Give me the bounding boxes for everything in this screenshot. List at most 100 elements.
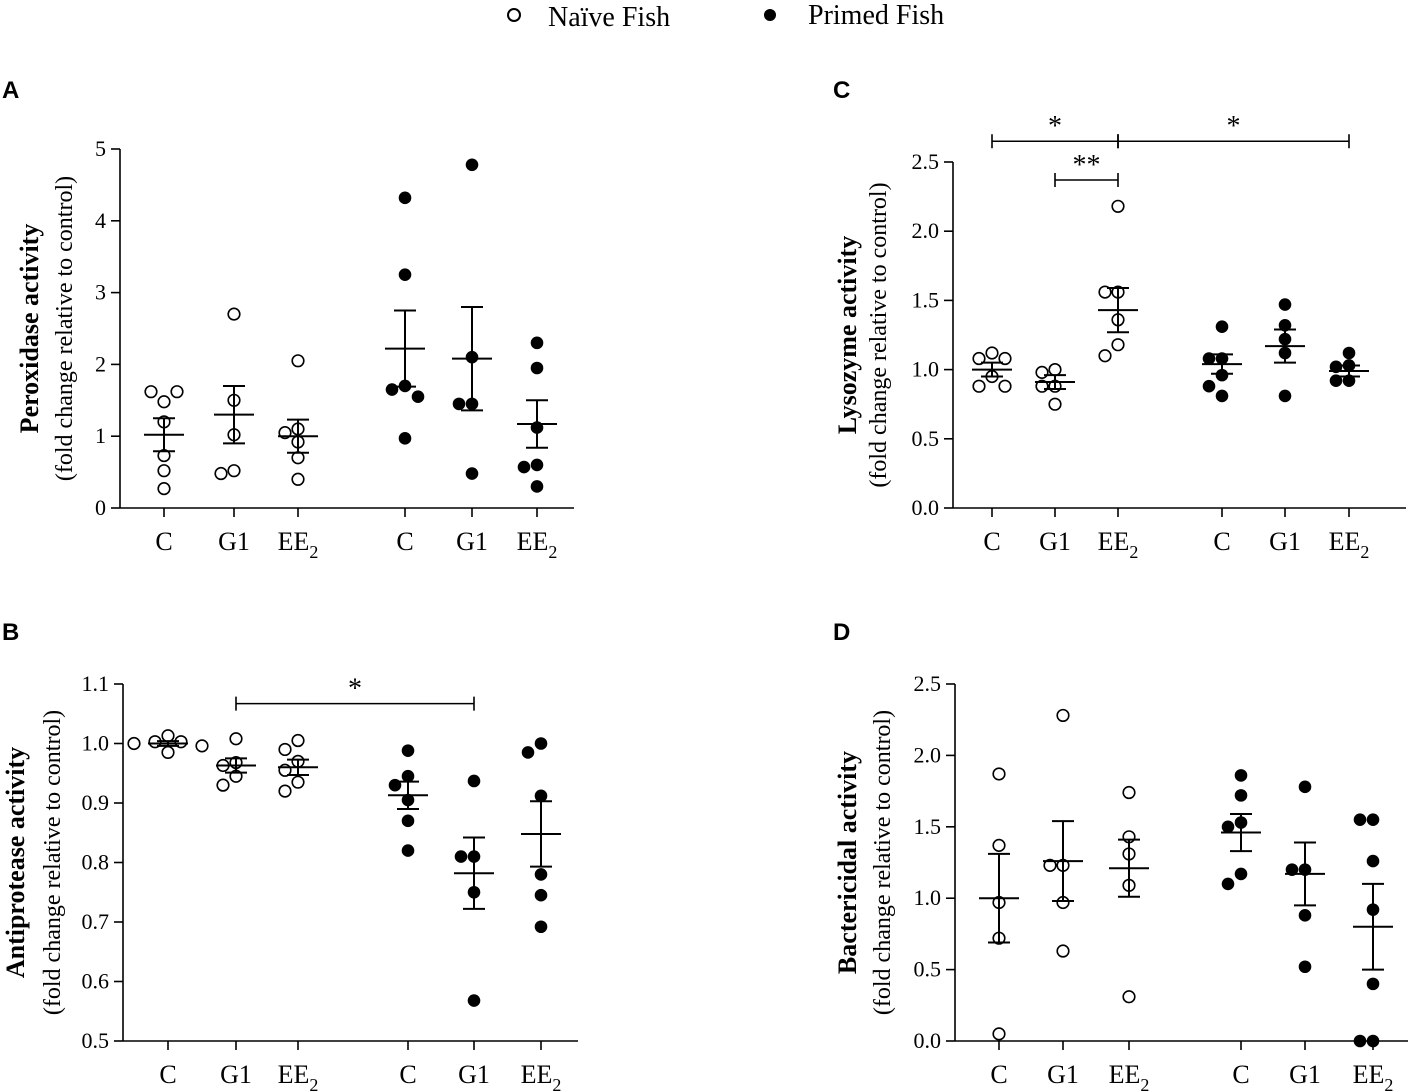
data-point-filled: [1298, 909, 1312, 922]
data-point-open: [1098, 285, 1112, 299]
y-tick-label: 1.0: [82, 731, 110, 756]
x-category-text: EE: [1353, 1060, 1385, 1089]
group-0: C: [144, 385, 184, 556]
y-tick-label: 0.9: [82, 790, 110, 815]
x-category-text: C: [983, 527, 1000, 556]
data-point-filled: [465, 467, 479, 480]
data-point-open: [195, 739, 209, 753]
data-point-open: [972, 379, 986, 393]
x-category-label: G1: [1039, 527, 1071, 556]
x-category-text: EE: [278, 1060, 310, 1089]
group-1: G1: [1043, 708, 1083, 1089]
x-category-label: G1: [458, 1060, 490, 1089]
group-3: C: [1202, 320, 1242, 556]
data-point-open: [216, 778, 230, 792]
data-point-open: [998, 351, 1012, 366]
legend-label-naive: Naïve Fish: [548, 2, 670, 33]
legend-open-marker: [507, 8, 521, 22]
y-tick-label: 1.0: [912, 357, 940, 382]
x-category-subscript: 2: [548, 542, 557, 562]
data-point-filled: [1221, 820, 1235, 834]
y-tick-label: 0.6: [82, 969, 110, 994]
panel-d: D 0.0 0.5 1.0 1.5 2.0 2.5 Bactericidal activity…: [833, 619, 1408, 1091]
group-1: G1: [1035, 363, 1075, 556]
legend-filled-marker: [764, 9, 776, 21]
significance-label: **: [1073, 150, 1101, 181]
y-tick-label: 1.0: [914, 885, 942, 910]
significance-bracket: *: [1117, 111, 1350, 149]
group-4: G1: [452, 158, 492, 556]
y-tick-label: 0: [95, 495, 106, 520]
data-point-open: [985, 346, 999, 360]
group-4: G1: [1265, 298, 1305, 556]
data-point-open: [291, 472, 305, 486]
significance-label: *: [348, 674, 362, 705]
x-category-text: G1: [1047, 1060, 1079, 1089]
panel-letter: D: [833, 619, 850, 646]
data-point-filled: [1298, 780, 1312, 794]
y-tick-label: 2.5: [914, 671, 942, 696]
data-point-open: [1048, 397, 1062, 411]
group-5: EE2: [517, 336, 557, 562]
x-category-text: C: [1213, 527, 1230, 556]
data-point-open: [1048, 363, 1062, 377]
group-3: C: [388, 744, 428, 1089]
significance-bracket: **: [1054, 150, 1119, 187]
data-point-filled: [398, 191, 412, 205]
x-category-label: C: [990, 1060, 1007, 1089]
data-point-open: [1056, 944, 1070, 958]
data-point-filled: [1278, 389, 1292, 403]
data-point-open: [157, 482, 171, 496]
significance-bracket: *: [235, 674, 475, 711]
y-tick-label: 5: [95, 136, 106, 161]
data-point-open: [1035, 365, 1049, 379]
y-tick-label: 4: [95, 208, 106, 233]
data-point-open: [992, 838, 1006, 852]
data-point-open: [1098, 349, 1112, 363]
data-point-open: [972, 351, 986, 366]
x-category-text: G1: [1039, 527, 1071, 556]
data-point-filled: [401, 844, 415, 857]
x-category-subscript: 2: [309, 1075, 318, 1091]
data-point-filled: [385, 383, 399, 396]
data-point-filled: [1366, 854, 1380, 868]
data-point-filled: [1285, 863, 1299, 876]
data-point-filled: [401, 744, 415, 757]
legend-label-primed: Primed Fish: [808, 0, 944, 31]
panel-b: B 0.5 0.6 0.7 0.8 0.9 1.0 1.1 Antiprotease activ…: [1, 619, 578, 1091]
data-point-open: [227, 464, 241, 478]
data-point-open: [161, 729, 175, 743]
data-point-open: [1122, 990, 1136, 1004]
data-point-filled: [411, 390, 425, 404]
x-category-text: G1: [456, 527, 488, 556]
data-point-filled: [1221, 877, 1235, 891]
x-category-label: EE2: [1098, 527, 1139, 562]
y-axis-title: Bactericidal activity: [833, 751, 862, 974]
y-axis-subtitle: (fold change relative to control): [40, 710, 66, 1015]
x-category-text: C: [399, 1060, 416, 1089]
data-point-open: [157, 464, 171, 478]
data-point-filled: [517, 460, 531, 474]
group-0: C: [979, 767, 1019, 1089]
x-category-subscript: 2: [1384, 1075, 1393, 1091]
data-point-open: [1111, 338, 1125, 352]
x-category-label: C: [1213, 527, 1230, 556]
x-category-label: C: [1232, 1060, 1249, 1089]
data-point-filled: [465, 158, 479, 172]
group-4: G1: [454, 774, 494, 1089]
x-category-text: EE: [278, 527, 310, 556]
x-category-subscript: 2: [1140, 1075, 1149, 1091]
data-point-open: [992, 767, 1006, 781]
data-point-filled: [401, 814, 415, 828]
y-axis-subtitle: (fold change relative to control): [52, 176, 78, 481]
x-category-text: EE: [1109, 1060, 1141, 1089]
group-0: C: [972, 346, 1012, 556]
y-tick-label: 0.5: [914, 957, 942, 982]
y-tick-label: 2.5: [912, 149, 940, 174]
data-point-filled: [534, 868, 548, 881]
x-category-label: G1: [1047, 1060, 1079, 1089]
data-point-open: [1043, 858, 1057, 872]
data-point-filled: [1278, 298, 1292, 311]
x-category-label: EE2: [278, 527, 319, 562]
legend: Naïve Fish Primed Fish: [507, 0, 944, 33]
